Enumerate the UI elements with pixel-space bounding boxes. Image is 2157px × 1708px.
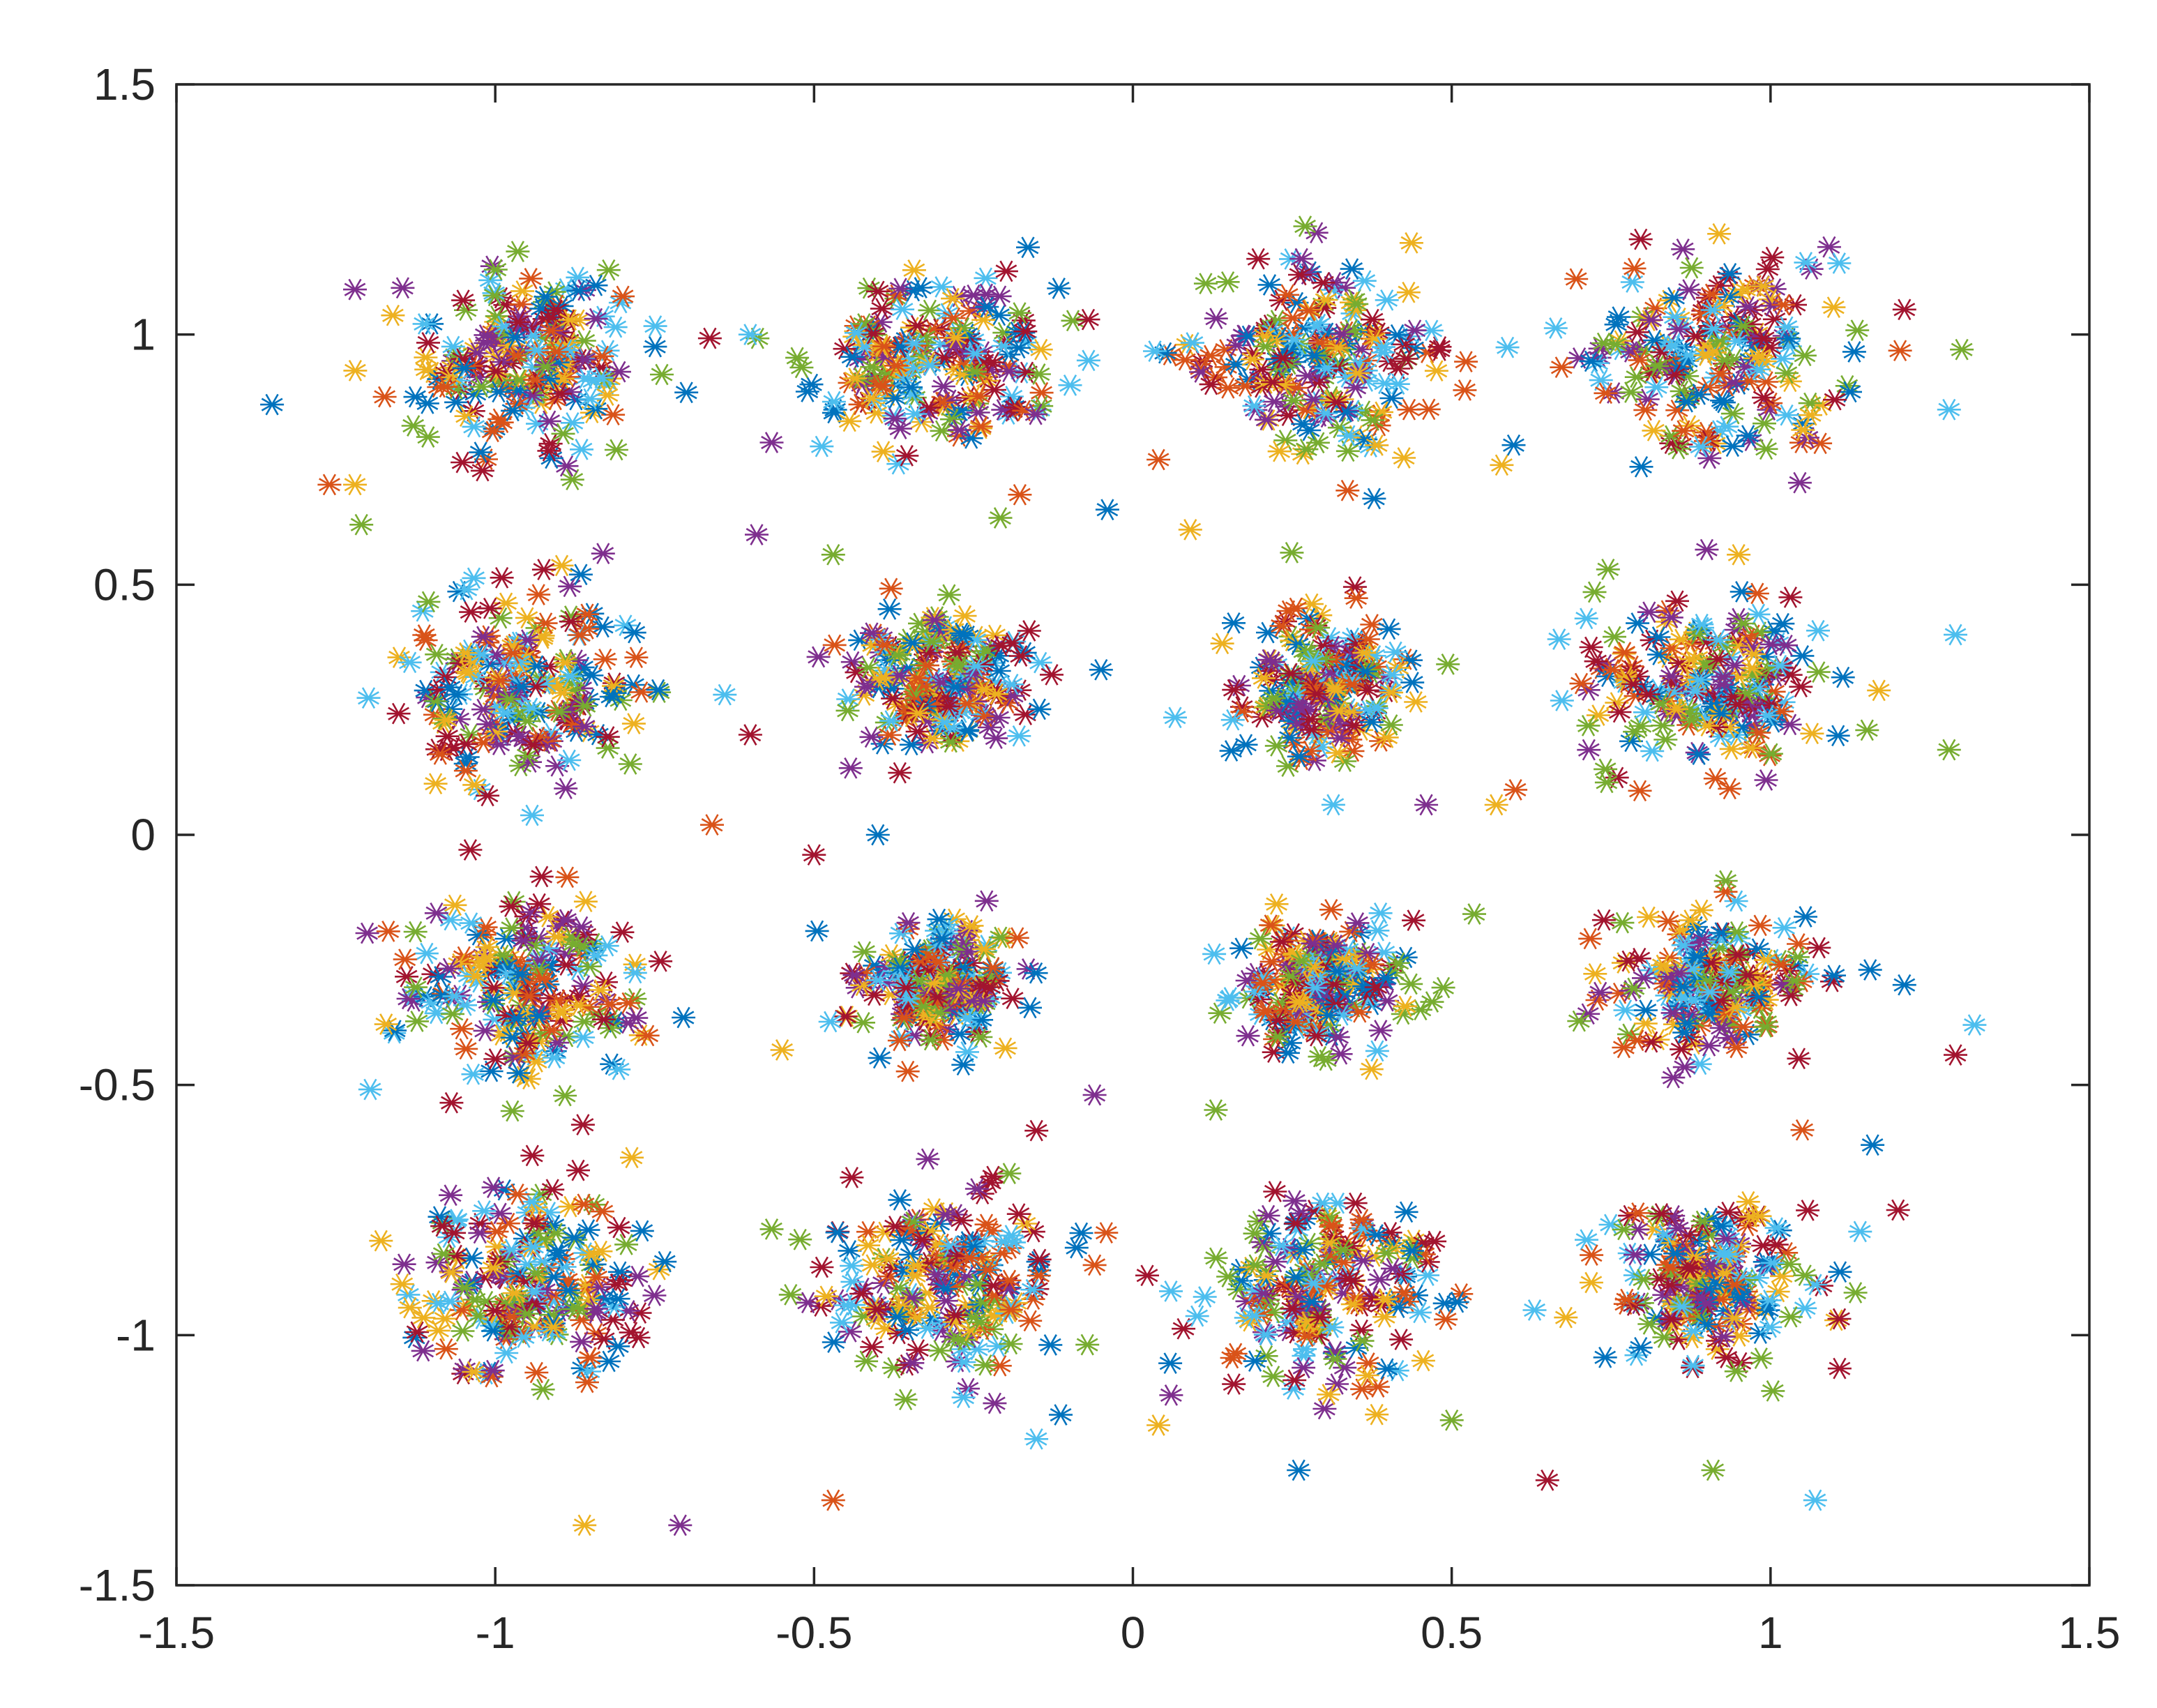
data-point [1001, 988, 1025, 1010]
x-tick-label: -0.5 [775, 1608, 852, 1658]
data-point [788, 1228, 812, 1250]
data-point [1605, 766, 1629, 789]
x-tick-label: 1.5 [2059, 1608, 2121, 1658]
data-points [260, 216, 1987, 1536]
y-tick-label: -0.5 [79, 1060, 156, 1110]
x-tick-label: -1.5 [138, 1608, 215, 1658]
data-point [1596, 558, 1620, 580]
x-tick-label: 0.5 [1421, 1608, 1483, 1658]
data-point [860, 1336, 884, 1358]
x-tick-label: 1 [1758, 1608, 1783, 1658]
data-point [1356, 1352, 1381, 1374]
data-point [697, 327, 722, 349]
y-tick-label: 1.5 [93, 59, 156, 109]
data-point [1842, 341, 1866, 363]
data-point [571, 975, 596, 997]
y-tick-label: 1 [130, 310, 156, 360]
data-point [1416, 1264, 1440, 1286]
x-tick-label: -1 [476, 1608, 515, 1658]
y-tick-label: -1.5 [79, 1560, 156, 1610]
data-point [864, 402, 888, 424]
data-point [1547, 628, 1571, 650]
x-tick-label: 0 [1121, 1608, 1146, 1658]
y-tick-label: 0 [130, 810, 156, 860]
y-tick-label: -1 [116, 1310, 156, 1360]
data-point [674, 381, 699, 404]
data-point [1711, 391, 1736, 414]
y-tick-label: 0.5 [93, 559, 156, 610]
data-point [596, 737, 620, 759]
